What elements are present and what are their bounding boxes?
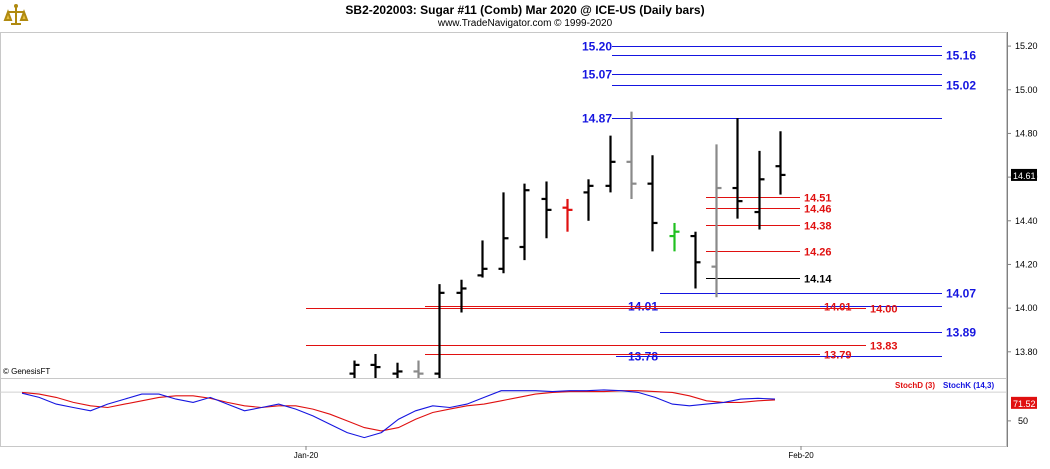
level-label: 13.79 [824, 350, 852, 362]
level-label: 14.14 [804, 274, 832, 286]
ohlc-bar [775, 131, 786, 195]
price-tick-label: 14.20 [1015, 259, 1038, 269]
ohlc-bar [434, 284, 445, 378]
level-label: 14.01 [824, 302, 852, 314]
ohlc-bar [583, 179, 594, 221]
ohlc-bar [519, 183, 530, 261]
level-label: 14.51 [804, 193, 832, 205]
time-axis: Jan-20 Feb-20 [294, 446, 814, 460]
ohlc-bar [690, 231, 701, 289]
price-tick-label: 13.80 [1015, 347, 1038, 357]
watermark: © GenesisFT [3, 367, 50, 376]
ohlc-bar [711, 144, 722, 298]
ohlc-bar [669, 222, 680, 252]
last-price-tag: 14.61 [1011, 168, 1037, 181]
stoch-series-line [21, 390, 776, 432]
price-tick-label: 14.40 [1015, 216, 1038, 226]
level-label: 14.07 [946, 287, 976, 301]
time-tick-label: Feb-20 [788, 451, 814, 460]
ohlc-bar [456, 279, 467, 313]
time-tick-label: Jan-20 [294, 451, 319, 460]
ohlc-bar [392, 362, 403, 378]
indicator-panel-frame [0, 378, 1007, 447]
level-label: 15.07 [582, 68, 612, 82]
level-label: 14.46 [804, 204, 832, 216]
ohlc-bar [647, 155, 658, 252]
level-label: 14.00 [870, 304, 898, 316]
stoch-last-label: 71.52 [1013, 399, 1036, 409]
logo-icon [3, 3, 29, 27]
legend-stochK: StochK (14,3) [943, 381, 994, 390]
chart-title: SB2-202003: Sugar #11 (Comb) Mar 2020 @ … [345, 3, 704, 17]
level-label: 13.83 [870, 341, 898, 353]
price-bars [349, 111, 786, 378]
level-label: 13.78 [628, 350, 658, 364]
price-tick-label: 14.00 [1015, 303, 1038, 313]
ohlc-bar [541, 181, 552, 239]
level-label: 14.26 [804, 247, 832, 259]
level-label: 15.16 [946, 49, 976, 63]
price-tick-label: 14.80 [1015, 128, 1038, 138]
level-label: 15.02 [946, 79, 976, 93]
level-label: 14.87 [582, 112, 612, 126]
ohlc-bar [498, 192, 509, 274]
ohlc-bar [562, 198, 573, 232]
ohlc-bar [732, 118, 743, 219]
level-label: 15.20 [582, 40, 612, 54]
ohlc-bar [754, 150, 765, 230]
ohlc-bar [605, 135, 616, 193]
price-tick-label: 15.00 [1015, 85, 1038, 95]
last-price-label: 14.61 [1013, 171, 1036, 181]
ohlc-bar [413, 360, 424, 378]
stochastic-panel: 50 StochD (3) StochK (14,3) 71.52 [0, 381, 1037, 439]
legend-stochD: StochD (3) [895, 381, 935, 390]
ohlc-bar [349, 360, 360, 378]
ohlc-bar [370, 353, 381, 378]
stoch-series-line [21, 389, 776, 439]
price-tick-label: 15.20 [1015, 41, 1038, 51]
ohlc-bar [477, 240, 488, 278]
ohlc-bar [626, 111, 637, 199]
level-label: 13.89 [946, 326, 976, 340]
chart-subtitle: www.TradeNavigator.com © 1999-2020 [437, 18, 613, 29]
stoch-tick-label: 50 [1018, 416, 1028, 426]
level-label: 14.38 [804, 221, 832, 233]
